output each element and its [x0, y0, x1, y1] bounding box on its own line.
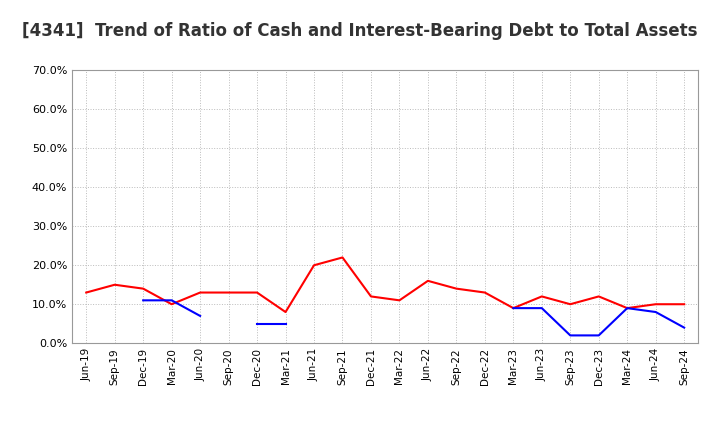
Interest-Bearing Debt	[167, 298, 176, 303]
Cash	[282, 309, 290, 315]
Cash	[338, 255, 347, 260]
Cash	[595, 294, 603, 299]
Cash	[623, 305, 631, 311]
Cash	[110, 282, 119, 287]
Interest-Bearing Debt	[139, 298, 148, 303]
Cash	[509, 305, 518, 311]
Text: [4341]  Trend of Ratio of Cash and Interest-Bearing Debt to Total Assets: [4341] Trend of Ratio of Cash and Intere…	[22, 22, 698, 40]
Cash	[480, 290, 489, 295]
Cash	[537, 294, 546, 299]
Cash	[566, 301, 575, 307]
Cash	[310, 263, 318, 268]
Cash	[366, 294, 375, 299]
Cash	[680, 301, 688, 307]
Cash	[82, 290, 91, 295]
Cash	[652, 301, 660, 307]
Cash	[395, 298, 404, 303]
Line: Interest-Bearing Debt: Interest-Bearing Debt	[143, 301, 200, 316]
Cash	[139, 286, 148, 291]
Line: Cash: Cash	[86, 257, 684, 312]
Cash	[196, 290, 204, 295]
Interest-Bearing Debt	[196, 313, 204, 319]
Cash	[167, 301, 176, 307]
Cash	[225, 290, 233, 295]
Cash	[423, 278, 432, 283]
Cash	[452, 286, 461, 291]
Cash	[253, 290, 261, 295]
